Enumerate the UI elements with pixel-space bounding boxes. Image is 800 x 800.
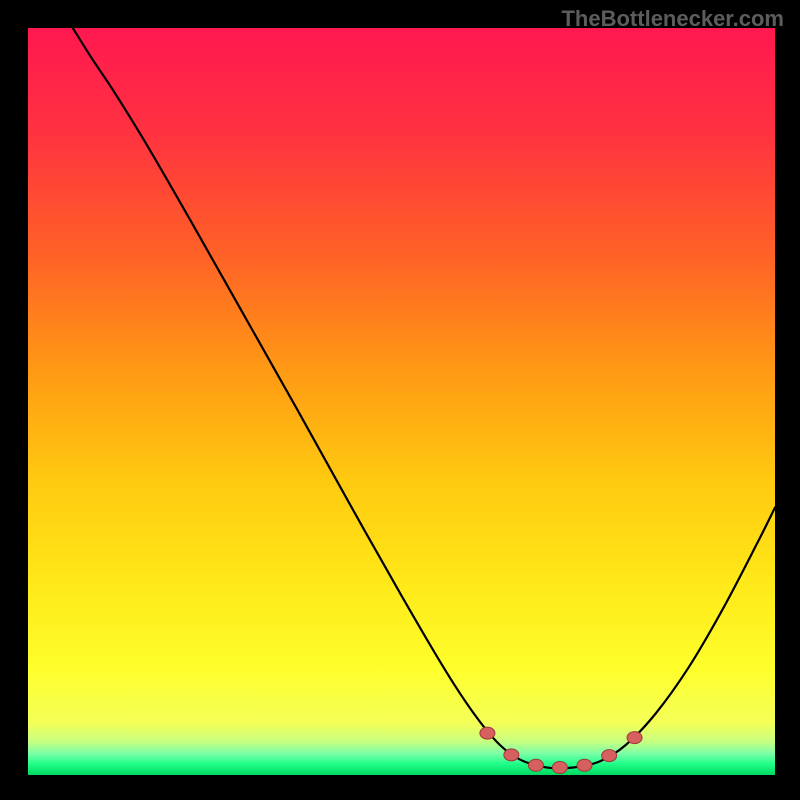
gradient-background	[28, 28, 775, 775]
marker-dot	[602, 750, 617, 762]
marker-dot	[480, 727, 495, 739]
marker-dot	[504, 749, 519, 761]
marker-dot	[577, 759, 592, 771]
plot-area	[28, 28, 775, 775]
marker-dot	[552, 762, 567, 774]
marker-dot	[528, 759, 543, 771]
chart-svg	[28, 28, 775, 775]
chart-canvas: TheBottlenecker.com	[0, 0, 800, 800]
marker-dot	[627, 732, 642, 744]
